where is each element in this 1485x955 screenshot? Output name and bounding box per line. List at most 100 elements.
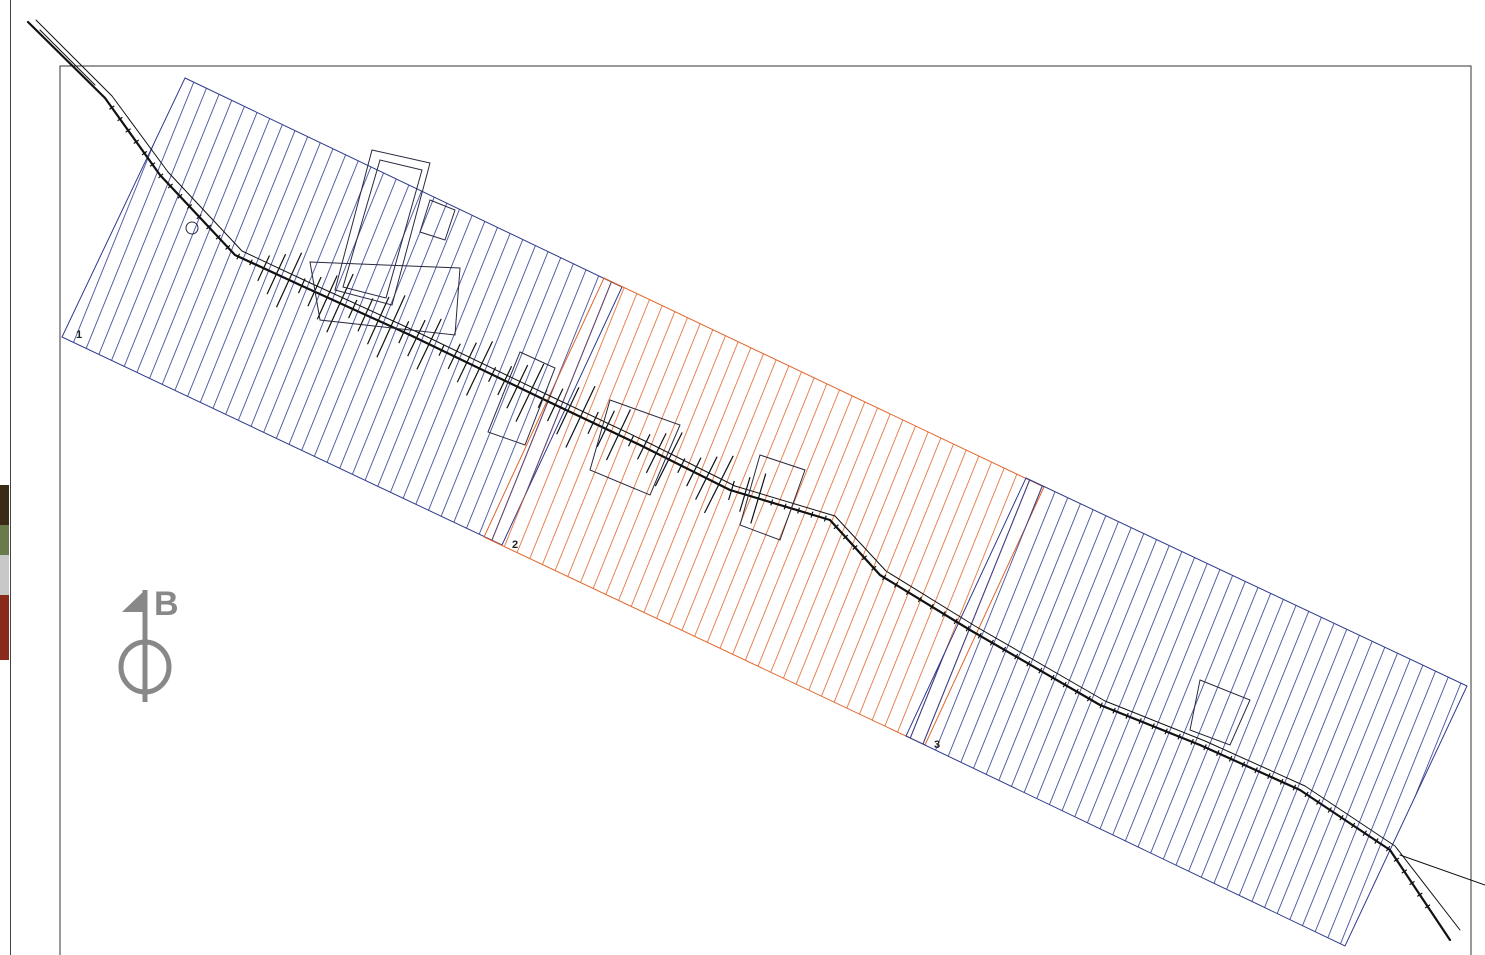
cross-street: [488, 367, 497, 382]
cross-street: [366, 296, 390, 345]
cross-street: [1026, 660, 1031, 667]
cross-street: [1292, 784, 1297, 791]
cross-street: [266, 253, 287, 295]
cross-street: [407, 319, 426, 357]
cross-street: [465, 341, 494, 396]
cross-street: [1216, 750, 1220, 757]
cross-street: [438, 344, 445, 356]
cross-street: [810, 511, 814, 518]
thumbnail-fragment: [0, 595, 9, 660]
cross-street: [249, 259, 253, 266]
cross-street: [605, 409, 631, 461]
cross-street: [1416, 892, 1423, 897]
cross-street: [133, 139, 140, 144]
zone-label-2: 2: [512, 539, 518, 551]
cross-street: [881, 574, 887, 581]
cross-street: [977, 632, 982, 639]
left-thumbnail-strip: [0, 0, 11, 955]
cross-street: [1409, 880, 1415, 886]
cross-street: [149, 162, 156, 167]
cross-street: [917, 596, 923, 603]
cross-street: [823, 515, 827, 522]
cross-street: [206, 224, 212, 230]
cross-street: [275, 252, 303, 308]
cross-street: [1038, 667, 1043, 674]
cross-street: [587, 411, 599, 434]
cross-street: [398, 320, 410, 344]
cross-street: [497, 365, 513, 396]
cross-street: [1304, 791, 1309, 798]
building-outlines: [185, 149, 1251, 746]
cross-street: [109, 105, 115, 110]
cross-street: [739, 477, 751, 512]
cross-street: [686, 457, 702, 487]
cross-street: [1279, 778, 1284, 785]
zone-label-3: 3: [934, 739, 940, 751]
cross-street: [546, 388, 564, 422]
overlap-strip: [906, 478, 1044, 745]
cross-street: [929, 603, 934, 610]
cross-street: [257, 255, 271, 282]
cross-street: [297, 278, 306, 294]
cross-street: [1385, 845, 1391, 852]
cross-street: [1151, 723, 1155, 730]
cross-street: [215, 234, 221, 240]
cross-street: [1362, 830, 1367, 837]
cross-street: [307, 276, 322, 307]
cross-street: [1002, 646, 1007, 653]
cross-street: [556, 387, 580, 435]
cross-street: [186, 204, 193, 210]
cross-street: [141, 150, 148, 156]
cross-street: [1177, 733, 1181, 740]
cross-street: [225, 244, 231, 250]
cross-street: [965, 625, 970, 632]
thumbnail-fragment: [0, 555, 9, 595]
cross-street: [989, 639, 994, 646]
cross-street: [1424, 904, 1431, 909]
thumbnail-fragment: [0, 525, 9, 555]
cross-street: [1112, 707, 1116, 714]
cross-street: [348, 299, 358, 319]
cross-street: [695, 456, 718, 500]
cross-street: [953, 618, 958, 625]
zone-label-1: 1: [76, 329, 82, 341]
cross-street: [596, 410, 615, 448]
north-letter: В: [154, 585, 179, 623]
cross-street: [1267, 773, 1271, 779]
cross-street: [1339, 814, 1344, 821]
cross-street: [1350, 822, 1356, 829]
drawing-frame: [59, 65, 1472, 955]
cross-street: [1190, 738, 1194, 745]
cross-street: [861, 555, 868, 561]
cross-street: [1327, 807, 1333, 813]
cross-street: [1014, 653, 1019, 660]
cross-street: [636, 434, 651, 460]
cross-street: [158, 173, 164, 179]
cross-street: [177, 193, 183, 199]
cross-street: [703, 455, 734, 514]
road-network: [26, 19, 1485, 942]
cross-street: [125, 128, 131, 133]
cross-street: [236, 253, 241, 260]
cross-street: [783, 503, 787, 510]
thumbnail-fragment: [0, 485, 9, 525]
cross-street: [1401, 869, 1408, 874]
cross-street: [1164, 728, 1168, 735]
cross-street: [833, 524, 839, 530]
cross-street: [376, 295, 406, 358]
side-streets: [109, 105, 1431, 909]
cross-street: [1062, 681, 1067, 688]
cross-street: [1393, 857, 1400, 862]
cross-street: [1074, 688, 1079, 695]
cross-street: [728, 480, 735, 501]
cross-street: [357, 298, 374, 332]
cross-street: [645, 433, 667, 474]
cross-street: [627, 435, 635, 447]
cross-street: [1138, 718, 1142, 725]
cross-street: [1228, 755, 1233, 762]
cross-street: [1203, 744, 1207, 751]
cross-street: [456, 342, 477, 383]
cross-street: [326, 273, 354, 333]
